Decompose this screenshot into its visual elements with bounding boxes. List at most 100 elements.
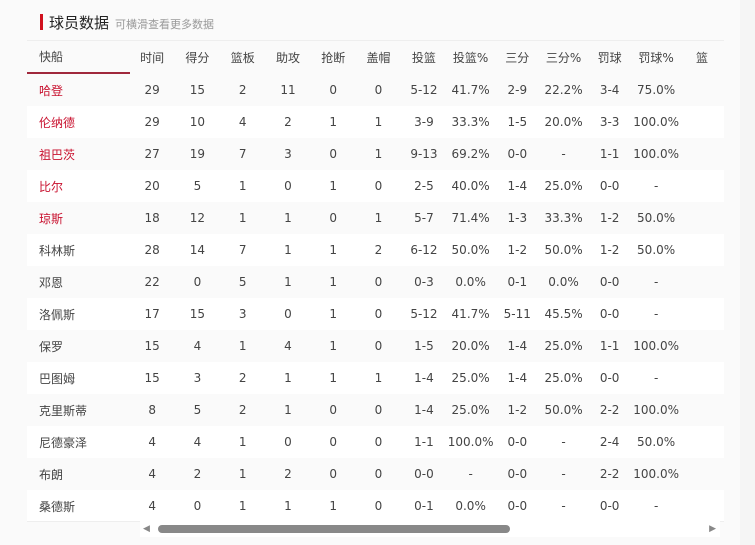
accent-bar [40, 14, 43, 30]
player-name[interactable]: 比尔 [27, 170, 130, 202]
stat-cell: 100.0% [633, 467, 679, 481]
scroll-left-arrow-icon[interactable]: ◀ [143, 524, 150, 534]
stat-cell: 0 [265, 298, 311, 330]
stat-cell: - [632, 362, 680, 394]
stat-cell: - [632, 490, 680, 521]
stat-cell: 75.0% [637, 82, 676, 97]
column-header: 三分 [505, 50, 530, 65]
stat-cell: 0 [374, 339, 383, 353]
player-name[interactable]: 哈登 [39, 83, 64, 98]
column-header: 三分% [545, 50, 582, 65]
column-header: 篮板 [230, 50, 255, 65]
stat-cell: 4 [284, 339, 292, 353]
column-header: 得分 [185, 50, 210, 65]
stat-cell: 25.0% [451, 403, 490, 417]
stat-cell: 0 [265, 426, 311, 458]
scrollbar-thumb[interactable] [158, 525, 510, 533]
stat-cell: 71.4% [451, 211, 490, 225]
stat-cell: - [632, 298, 680, 330]
stat-cell: 50.0% [632, 426, 680, 458]
stat-cell: 3 [174, 362, 221, 394]
stat-cell: 69.2% [451, 147, 490, 161]
stat-cell: 27 [144, 147, 160, 161]
stat-cell: 6-12 [401, 234, 447, 266]
stat-cell: 0-0 [494, 426, 541, 458]
stat-cell: 1 [374, 147, 383, 161]
stat-cell: 25.0% [540, 362, 587, 394]
stats-table-scroll[interactable]: 快船 时间 得分 篮板 助攻 抢断 盖帽 投篮 投篮% 三分 三分% 罚球 罚球% 篮 哈登 29 15 2 11… [27, 40, 724, 522]
stat-cell: 1 [284, 211, 292, 225]
player-name[interactable]: 桑德斯 [27, 490, 130, 521]
stat-cell: 2-9 [507, 82, 528, 97]
stat-cell: 1 [265, 490, 311, 521]
stat-cell: 0 [193, 275, 202, 289]
scroll-right-arrow-icon[interactable]: ▶ [709, 524, 716, 534]
player-name[interactable]: 科林斯 [27, 234, 130, 266]
stat-cell: 50.0% [544, 403, 583, 417]
team-tab[interactable]: 快船 [27, 41, 130, 74]
stat-cell: 2-5 [401, 170, 447, 202]
stat-cell: 0 [265, 170, 311, 202]
stat-cell: 3 [284, 147, 292, 161]
stat-cell: 18 [144, 211, 160, 225]
player-name[interactable]: 保罗 [39, 339, 64, 354]
table-row: 尼德豪泽 4 4 1 0 0 0 1-1 100.0% 0-0-2-4 50.0% [27, 426, 724, 458]
stat-cell: 20.0% [451, 339, 490, 353]
horizontal-scrollbar[interactable]: ◀ ▶ [140, 521, 720, 537]
stat-cell: 1 [310, 362, 356, 394]
column-header: 投篮 [411, 50, 436, 65]
player-name[interactable]: 布朗 [39, 467, 64, 482]
player-name[interactable]: 伦纳德 [27, 106, 130, 138]
stat-cell: 1 [238, 211, 247, 225]
stat-cell: 2 [238, 403, 247, 417]
stat-cell: 1-4 [494, 362, 541, 394]
stat-cell: 0.0% [548, 275, 579, 289]
stat-cell: 1 [284, 403, 292, 417]
stat-cell: 45.5% [540, 298, 587, 330]
stat-cell: 0-0 [507, 147, 528, 161]
player-name[interactable]: 洛佩斯 [27, 298, 130, 330]
player-name[interactable]: 尼德豪泽 [27, 426, 130, 458]
stat-cell: - [540, 426, 587, 458]
stat-cell: 4 [220, 106, 266, 138]
table-row: 邓恩 22 0 5 1 1 0 0-3 0.0% 0-1 0.0% 0-0 - [27, 266, 724, 298]
stat-cell: 0 [329, 467, 338, 481]
stat-cell: 5-11 [494, 298, 541, 330]
table-row: 桑德斯 4 0 1 1 1 0 0-1 0.0% 0-0-0-0- [27, 490, 724, 521]
player-name[interactable]: 克里斯蒂 [39, 403, 88, 418]
stat-cell: 41.7% [446, 298, 495, 330]
stat-cell: 0 [329, 403, 338, 417]
stat-cell: 0.0% [446, 490, 495, 521]
stat-cell: 1-4 [494, 170, 541, 202]
stat-cell: 0 [355, 298, 402, 330]
stat-cell: 1 [284, 275, 292, 289]
stat-cell: 3-3 [586, 106, 633, 138]
player-name[interactable]: 祖巴茨 [39, 147, 76, 162]
player-name[interactable]: 巴图姆 [27, 362, 130, 394]
stat-cell: 2-2 [599, 467, 620, 481]
stat-cell: 15 [189, 82, 206, 97]
stat-cell: 1-2 [586, 234, 633, 266]
table-row: 伦纳德 29 10 4 2 1 1 3-9 33.3% 1-5 20.0% 3-3 100.0% [27, 106, 724, 138]
stat-cell: 1-4 [414, 403, 434, 417]
stat-cell: 1 [265, 234, 311, 266]
stat-cell: 0 [329, 147, 338, 161]
stat-cell: 20.0% [540, 106, 587, 138]
player-name[interactable]: 琼斯 [39, 211, 64, 226]
stat-cell: 5-7 [414, 211, 434, 225]
player-name[interactable]: 邓恩 [39, 275, 64, 290]
stat-cell: 33.3% [446, 106, 495, 138]
stat-cell: 1 [374, 211, 383, 225]
stat-cell: 0-1 [507, 275, 528, 289]
stat-cell: 2 [265, 106, 311, 138]
stats-table: 快船 时间 得分 篮板 助攻 抢断 盖帽 投篮 投篮% 三分 三分% 罚球 罚球% 篮 哈登 29 15 2 11… [27, 41, 724, 521]
stat-cell: 1-1 [599, 147, 620, 161]
stat-cell: 100.0% [633, 147, 679, 161]
stat-cell: 0-0 [599, 275, 620, 289]
table-row: 哈登 29 15 2 11 0 0 5-12 41.7% 2-9 22.2% 3-4 75.0% [27, 73, 724, 106]
stat-cell: 100.0% [632, 106, 680, 138]
stat-cell: 25.0% [540, 170, 587, 202]
stat-cell: 1 [310, 298, 356, 330]
section-header: 球员数据 可横滑查看更多数据 [40, 12, 214, 33]
